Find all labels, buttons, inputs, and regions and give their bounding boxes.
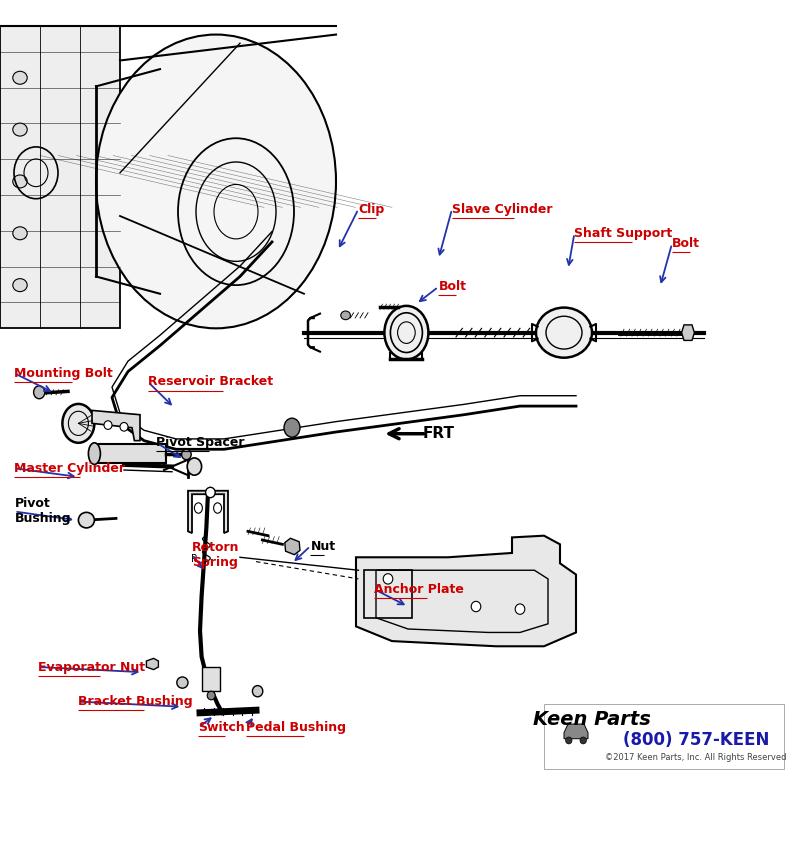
Ellipse shape bbox=[384, 306, 429, 359]
Ellipse shape bbox=[62, 404, 94, 443]
Ellipse shape bbox=[13, 72, 27, 85]
Text: Bolt: Bolt bbox=[438, 280, 466, 294]
Ellipse shape bbox=[515, 604, 525, 614]
Text: Slave Cylinder: Slave Cylinder bbox=[452, 202, 553, 216]
Polygon shape bbox=[285, 538, 300, 555]
Text: Pedal Bushing: Pedal Bushing bbox=[246, 721, 346, 734]
Ellipse shape bbox=[96, 35, 336, 328]
Text: Mounting Bolt: Mounting Bolt bbox=[14, 366, 113, 380]
Ellipse shape bbox=[580, 737, 586, 744]
Ellipse shape bbox=[34, 385, 45, 399]
Text: Bolt: Bolt bbox=[672, 237, 700, 251]
Ellipse shape bbox=[214, 503, 222, 513]
Ellipse shape bbox=[207, 691, 215, 700]
Ellipse shape bbox=[13, 175, 27, 188]
Text: Nut: Nut bbox=[310, 539, 335, 553]
Text: Bracket Bushing: Bracket Bushing bbox=[78, 695, 193, 708]
Polygon shape bbox=[564, 724, 588, 739]
Ellipse shape bbox=[253, 686, 262, 696]
Ellipse shape bbox=[182, 449, 191, 460]
Text: Switch: Switch bbox=[198, 721, 245, 734]
Text: Pivot Spacer: Pivot Spacer bbox=[156, 435, 245, 449]
Text: Master Cylinder: Master Cylinder bbox=[14, 461, 126, 475]
Text: R: R bbox=[191, 554, 198, 563]
Bar bbox=[94, 444, 166, 463]
Ellipse shape bbox=[187, 458, 202, 475]
Polygon shape bbox=[682, 325, 694, 340]
Text: Shaft Support: Shaft Support bbox=[574, 226, 673, 240]
Text: Retorn
Spring: Retorn Spring bbox=[192, 541, 239, 569]
Polygon shape bbox=[146, 658, 158, 670]
Ellipse shape bbox=[13, 124, 27, 137]
Polygon shape bbox=[92, 410, 140, 441]
Ellipse shape bbox=[194, 503, 202, 513]
Ellipse shape bbox=[383, 574, 393, 584]
Text: Reservoir Bracket: Reservoir Bracket bbox=[148, 375, 273, 389]
Bar bbox=[202, 667, 220, 691]
Ellipse shape bbox=[120, 422, 128, 431]
Polygon shape bbox=[188, 491, 228, 533]
Ellipse shape bbox=[566, 737, 572, 744]
Ellipse shape bbox=[78, 512, 94, 528]
Ellipse shape bbox=[206, 487, 215, 498]
Bar bbox=[544, 704, 784, 769]
Polygon shape bbox=[0, 26, 120, 328]
Text: FRT: FRT bbox=[422, 426, 454, 442]
Text: (800) 757-KEEN: (800) 757-KEEN bbox=[623, 732, 769, 749]
Ellipse shape bbox=[177, 677, 188, 688]
Ellipse shape bbox=[13, 278, 27, 292]
Text: Evaporator Nut: Evaporator Nut bbox=[38, 660, 146, 674]
Polygon shape bbox=[356, 536, 576, 646]
Ellipse shape bbox=[536, 308, 592, 358]
Text: ©2017 Keen Parts, Inc. All Rights Reserved: ©2017 Keen Parts, Inc. All Rights Reserv… bbox=[606, 753, 786, 762]
Ellipse shape bbox=[471, 601, 481, 612]
Text: Anchor Plate: Anchor Plate bbox=[374, 582, 464, 596]
Ellipse shape bbox=[284, 418, 300, 437]
Text: Pivot
Bushing: Pivot Bushing bbox=[14, 498, 71, 525]
Text: Clip: Clip bbox=[358, 202, 385, 216]
Text: Keen Parts: Keen Parts bbox=[533, 710, 651, 729]
Ellipse shape bbox=[341, 311, 350, 320]
Bar bbox=[364, 570, 412, 618]
Ellipse shape bbox=[88, 443, 101, 465]
Ellipse shape bbox=[104, 421, 112, 429]
Ellipse shape bbox=[13, 226, 27, 240]
